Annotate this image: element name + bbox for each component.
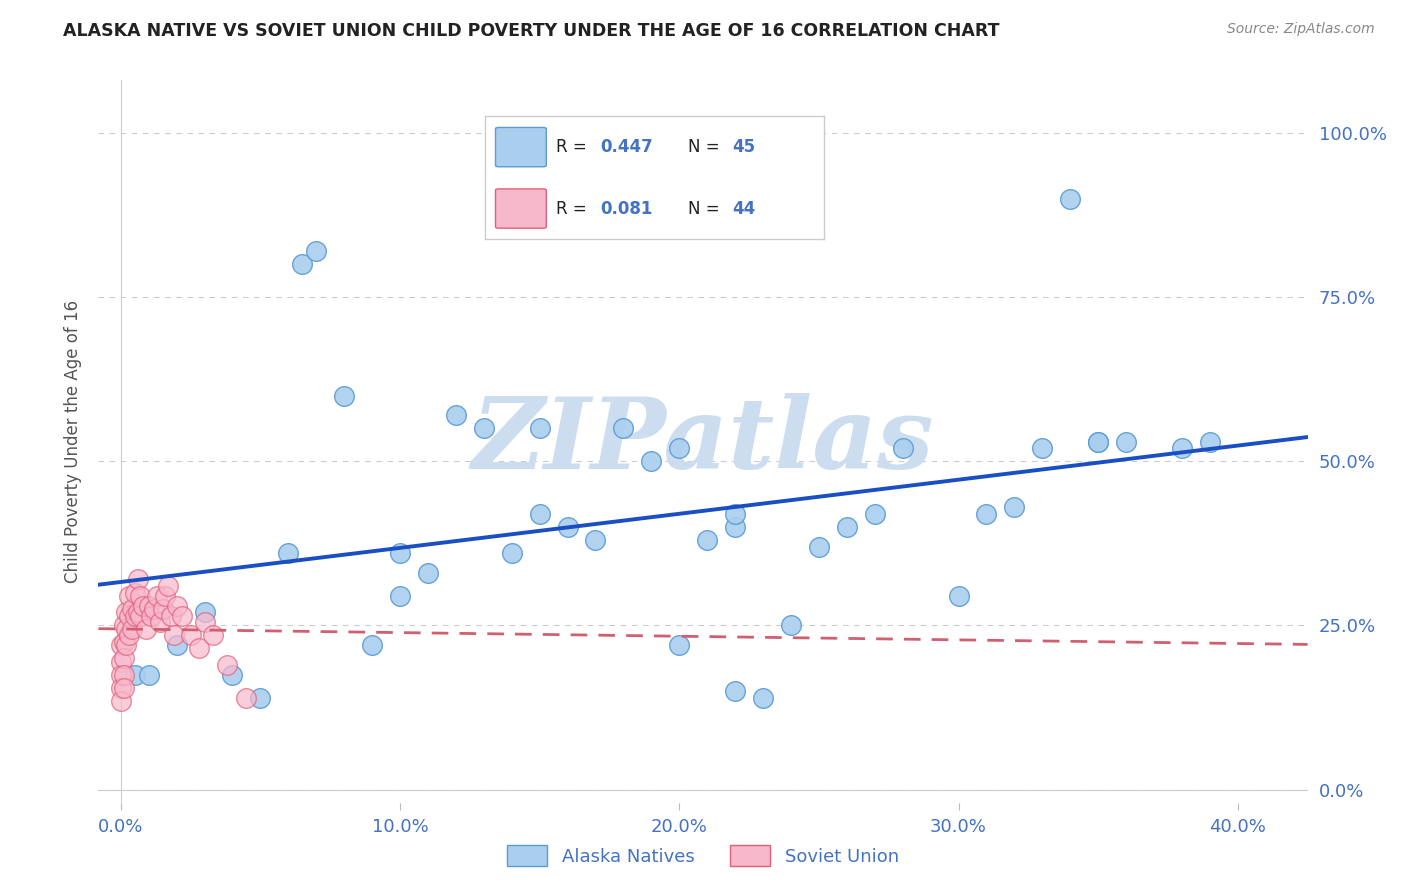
- Point: [1087, 434, 1109, 449]
- Point: [172, 608, 194, 623]
- Point: [124, 608, 146, 623]
- Point: [166, 599, 188, 613]
- Point: [152, 602, 174, 616]
- Point: [112, 651, 135, 665]
- Point: [112, 667, 135, 681]
- Point: [132, 599, 155, 613]
- Point: [112, 681, 135, 695]
- Point: [112, 618, 135, 632]
- Point: [118, 608, 141, 623]
- Point: [1087, 434, 1109, 449]
- Point: [1171, 441, 1194, 455]
- Point: [110, 694, 132, 708]
- Point: [149, 615, 172, 630]
- Point: [948, 589, 970, 603]
- Point: [305, 244, 328, 258]
- Point: [835, 520, 858, 534]
- Point: [780, 618, 803, 632]
- Point: [193, 605, 215, 619]
- Point: [141, 608, 163, 623]
- Point: [124, 667, 146, 681]
- Point: [110, 655, 132, 669]
- Point: [277, 546, 299, 560]
- Point: [115, 638, 138, 652]
- Point: [333, 388, 356, 402]
- Point: [529, 507, 551, 521]
- Point: [389, 589, 412, 603]
- Point: [160, 608, 183, 623]
- Point: [724, 507, 747, 521]
- Point: [118, 589, 141, 603]
- Point: [361, 638, 384, 652]
- Point: [807, 540, 830, 554]
- Point: [249, 690, 271, 705]
- Point: [163, 628, 186, 642]
- Point: [110, 667, 132, 681]
- Point: [291, 257, 314, 271]
- Point: [612, 421, 634, 435]
- Point: [112, 635, 135, 649]
- Point: [891, 441, 914, 455]
- Point: [115, 605, 138, 619]
- Point: [157, 579, 180, 593]
- Point: [215, 657, 238, 672]
- Point: [1031, 441, 1053, 455]
- Point: [863, 507, 886, 521]
- Legend: Alaska Natives, Soviet Union: Alaska Natives, Soviet Union: [501, 838, 905, 873]
- Point: [110, 638, 132, 652]
- Point: [416, 566, 439, 580]
- Point: [724, 684, 747, 698]
- Point: [201, 628, 224, 642]
- Point: [221, 667, 243, 681]
- Point: [110, 681, 132, 695]
- Point: [180, 628, 202, 642]
- Point: [1115, 434, 1137, 449]
- Point: [668, 638, 690, 652]
- Text: Source: ZipAtlas.com: Source: ZipAtlas.com: [1227, 22, 1375, 37]
- Point: [129, 608, 152, 623]
- Point: [129, 589, 152, 603]
- Point: [640, 454, 662, 468]
- Point: [124, 585, 146, 599]
- Point: [121, 622, 143, 636]
- Point: [389, 546, 412, 560]
- Point: [235, 690, 257, 705]
- Point: [557, 520, 579, 534]
- Point: [118, 628, 141, 642]
- Point: [155, 589, 177, 603]
- Point: [1002, 500, 1025, 515]
- Text: ALASKA NATIVE VS SOVIET UNION CHILD POVERTY UNDER THE AGE OF 16 CORRELATION CHAR: ALASKA NATIVE VS SOVIET UNION CHILD POVE…: [63, 22, 1000, 40]
- Point: [188, 641, 211, 656]
- Point: [1059, 192, 1081, 206]
- Point: [127, 573, 149, 587]
- Point: [115, 622, 138, 636]
- Text: ZIPatlas: ZIPatlas: [472, 393, 934, 490]
- Point: [143, 602, 166, 616]
- Point: [193, 615, 215, 630]
- Point: [166, 638, 188, 652]
- Point: [135, 622, 157, 636]
- Point: [752, 690, 775, 705]
- Point: [724, 520, 747, 534]
- Point: [121, 602, 143, 616]
- Point: [138, 667, 160, 681]
- Point: [696, 533, 718, 547]
- Point: [585, 533, 607, 547]
- Point: [668, 441, 690, 455]
- Point: [127, 605, 149, 619]
- Point: [529, 421, 551, 435]
- Point: [472, 421, 495, 435]
- Point: [138, 599, 160, 613]
- Point: [146, 589, 169, 603]
- Y-axis label: Child Poverty Under the Age of 16: Child Poverty Under the Age of 16: [63, 300, 82, 583]
- Point: [501, 546, 523, 560]
- Point: [1198, 434, 1220, 449]
- Point: [976, 507, 998, 521]
- Point: [444, 409, 467, 423]
